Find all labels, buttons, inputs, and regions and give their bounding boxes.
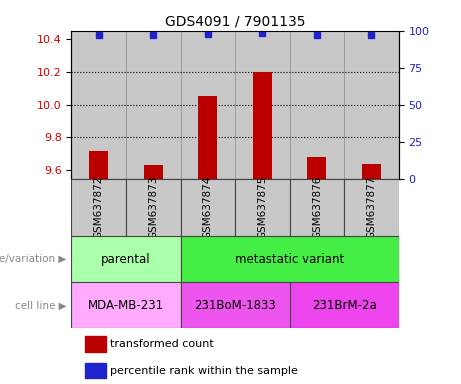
Text: GSM637873: GSM637873	[148, 175, 158, 239]
Text: GSM637874: GSM637874	[203, 175, 213, 239]
Bar	[290, 282, 399, 328]
Bar	[89, 151, 108, 179]
Bar	[181, 31, 235, 179]
Bar	[290, 179, 344, 236]
Text: genotype/variation ▶: genotype/variation ▶	[0, 254, 67, 264]
Bar	[84, 363, 106, 379]
Bar	[362, 164, 381, 179]
Bar	[71, 179, 126, 236]
Text: transformed count: transformed count	[110, 339, 214, 349]
Text: parental: parental	[101, 253, 151, 266]
Bar	[235, 179, 290, 236]
Bar	[181, 179, 235, 236]
Bar	[198, 96, 218, 179]
Text: GSM637877: GSM637877	[366, 175, 377, 239]
Bar	[84, 336, 106, 352]
Bar	[181, 282, 290, 328]
Title: GDS4091 / 7901135: GDS4091 / 7901135	[165, 14, 305, 28]
Text: cell line ▶: cell line ▶	[15, 300, 67, 310]
Text: 231BrM-2a: 231BrM-2a	[312, 299, 377, 312]
Bar	[71, 31, 126, 179]
Bar	[344, 179, 399, 236]
Text: GSM637875: GSM637875	[257, 175, 267, 239]
Bar	[71, 282, 181, 328]
Bar	[126, 31, 181, 179]
Bar	[181, 236, 399, 282]
Bar	[290, 31, 344, 179]
Bar	[253, 72, 272, 179]
Text: 231BoM-1833: 231BoM-1833	[194, 299, 276, 312]
Bar	[71, 236, 181, 282]
Bar	[344, 31, 399, 179]
Bar	[235, 31, 290, 179]
Text: MDA-MB-231: MDA-MB-231	[88, 299, 164, 312]
Bar	[144, 166, 163, 179]
Bar	[307, 157, 326, 179]
Text: GSM637876: GSM637876	[312, 175, 322, 239]
Bar	[126, 179, 181, 236]
Text: GSM637872: GSM637872	[94, 175, 104, 239]
Text: metastatic variant: metastatic variant	[235, 253, 344, 266]
Text: percentile rank within the sample: percentile rank within the sample	[110, 366, 298, 376]
